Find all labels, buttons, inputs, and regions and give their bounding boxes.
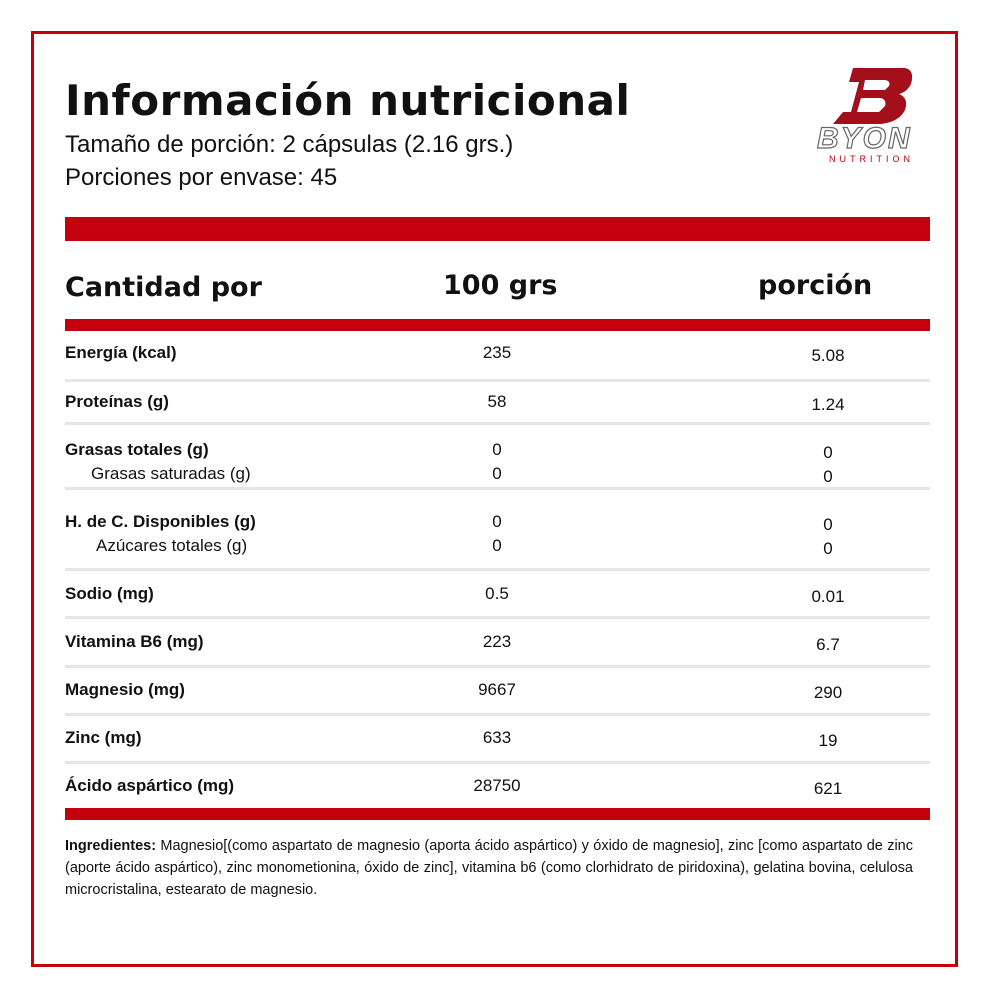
value-per-portion: 621 — [813, 779, 843, 798]
servings-per-container: Porciones por envase: 45 — [65, 164, 338, 191]
value-per-portion: 0.01 — [811, 587, 845, 606]
row-label: Zinc (mg) — [65, 728, 142, 747]
sub-row-label: Grasas saturadas (g) — [91, 464, 251, 483]
value-per-portion: 0 — [823, 539, 833, 558]
row-label: Magnesio (mg) — [65, 680, 185, 699]
value-per-portion: 1.24 — [811, 395, 845, 414]
row-separator — [65, 379, 930, 382]
byon-logo: BYON NUTRITION — [815, 60, 925, 170]
header-quantity: Cantidad por — [65, 272, 262, 303]
value-per-100g: 0 — [492, 512, 502, 531]
row-separator — [65, 761, 930, 764]
value-per-100g: 9667 — [478, 680, 516, 699]
header-per-100g: 100 grs — [443, 270, 558, 301]
sub-row-label: Azúcares totales (g) — [96, 536, 248, 555]
row-separator — [65, 422, 930, 425]
row-separator — [65, 665, 930, 668]
value-per-100g: 0 — [492, 440, 502, 459]
value-per-100g: 58 — [487, 392, 507, 411]
serving-size: Tamaño de porción: 2 cápsulas (2.16 grs.… — [65, 131, 514, 158]
value-per-portion: 6.7 — [816, 635, 840, 654]
value-per-portion: 19 — [818, 731, 838, 750]
value-per-portion: 5.08 — [811, 346, 845, 365]
red-divider — [65, 808, 930, 820]
row-label: Energía (kcal) — [65, 343, 177, 362]
row-separator — [65, 568, 930, 571]
value-per-100g: 0 — [492, 536, 502, 555]
row-label: H. de C. Disponibles (g) — [65, 512, 256, 531]
row-label: Proteínas (g) — [65, 392, 169, 411]
row-label: Vitamina B6 (mg) — [65, 632, 204, 651]
header-per-portion: porción — [758, 270, 873, 301]
value-per-portion: 0 — [823, 467, 833, 486]
red-divider — [65, 217, 930, 241]
row-separator — [65, 713, 930, 716]
row-separator — [65, 487, 930, 490]
page-title: Información nutricional — [65, 76, 631, 125]
label-border — [31, 31, 958, 967]
row-label: Ácido aspártico (mg) — [65, 776, 235, 795]
value-per-100g: 0 — [492, 464, 502, 483]
value-per-portion: 0 — [823, 515, 833, 534]
value-per-100g: 0.5 — [485, 584, 509, 603]
row-label: Grasas totales (g) — [65, 440, 209, 459]
value-per-100g: 28750 — [473, 776, 521, 795]
row-separator — [65, 616, 930, 619]
row-label: Sodio (mg) — [65, 584, 154, 603]
value-per-100g: 235 — [482, 343, 512, 362]
value-per-portion: 290 — [813, 683, 843, 702]
ingredients: Ingredientes: Magnesio[(como aspartato d… — [65, 838, 913, 898]
value-per-100g: 223 — [482, 632, 512, 651]
red-divider — [65, 319, 930, 331]
value-per-portion: 0 — [823, 443, 833, 462]
value-per-100g: 633 — [482, 728, 512, 747]
